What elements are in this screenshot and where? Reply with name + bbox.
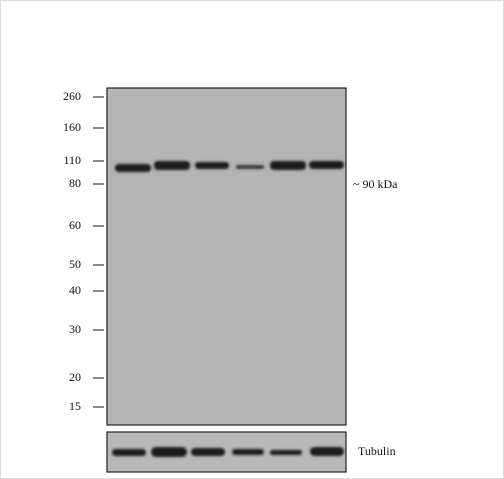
marker-label: 60 <box>69 218 81 232</box>
figure: ~ 90 kDa Tubulin 260 160 110 80 60 50 40 30 20 15 <box>0 0 504 479</box>
marker-label: 110 <box>63 153 81 167</box>
marker-label: 50 <box>69 257 81 271</box>
marker-label: 40 <box>69 283 81 297</box>
marker-label: 30 <box>69 322 81 336</box>
marker-label: 260 <box>63 89 81 103</box>
marker-label: 80 <box>69 176 81 190</box>
band-label: ~ 90 kDa <box>353 177 398 191</box>
main-blot <box>107 88 346 425</box>
marker-label: 20 <box>69 370 81 384</box>
marker-label: 15 <box>69 399 81 413</box>
marker-label: 160 <box>63 120 81 134</box>
loading-control-label: Tubulin <box>358 444 396 458</box>
blot-figure: ~ 90 kDa Tubulin 260 160 110 80 60 50 40 30 20 15 <box>0 0 504 479</box>
